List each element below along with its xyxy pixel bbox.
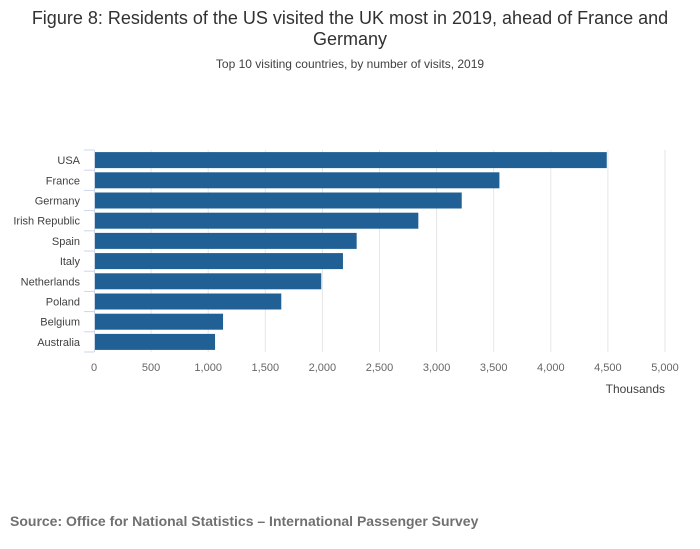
x-tick-label: 3,500 bbox=[480, 362, 508, 374]
x-tick-label: 5,000 bbox=[651, 362, 679, 374]
bar-poland bbox=[95, 293, 282, 310]
x-tick-label: 4,500 bbox=[594, 362, 622, 374]
category-label: Poland bbox=[46, 297, 80, 309]
bar-netherlands bbox=[95, 273, 322, 290]
x-tick-label: 4,000 bbox=[537, 362, 565, 374]
category-label: Irish Republic bbox=[13, 216, 80, 228]
category-label: Spain bbox=[52, 236, 80, 248]
category-label: Germany bbox=[35, 196, 81, 208]
bar-australia bbox=[95, 333, 216, 350]
x-tick-label: 1,000 bbox=[194, 362, 222, 374]
category-label: USA bbox=[57, 155, 80, 167]
x-tick-label: 2,000 bbox=[309, 362, 337, 374]
category-label: Australia bbox=[37, 337, 81, 349]
bar-spain bbox=[95, 232, 357, 249]
bar-france bbox=[95, 172, 500, 189]
x-tick-label: 3,000 bbox=[423, 362, 451, 374]
x-tick-label: 2,500 bbox=[366, 362, 394, 374]
bar-belgium bbox=[95, 313, 224, 330]
category-label: Italy bbox=[60, 256, 81, 268]
x-tick-label: 500 bbox=[142, 362, 160, 374]
chart-title: Figure 8: Residents of the US visited th… bbox=[31, 8, 669, 49]
bar-germany bbox=[95, 192, 462, 209]
bar-italy bbox=[95, 253, 343, 270]
category-label: Netherlands bbox=[21, 276, 81, 288]
bar-usa bbox=[95, 152, 607, 169]
x-tick-label: 0 bbox=[91, 362, 97, 374]
chart-subtitle: Top 10 visiting countries, by number of … bbox=[215, 57, 485, 71]
category-label: France bbox=[46, 175, 80, 187]
bar-irish-republic bbox=[95, 212, 419, 229]
x-axis-title: Thousands bbox=[606, 382, 665, 396]
source-note: Source: Office for National Statistics –… bbox=[10, 513, 479, 529]
x-tick-label: 1,500 bbox=[252, 362, 280, 374]
category-label: Belgium bbox=[40, 317, 80, 329]
